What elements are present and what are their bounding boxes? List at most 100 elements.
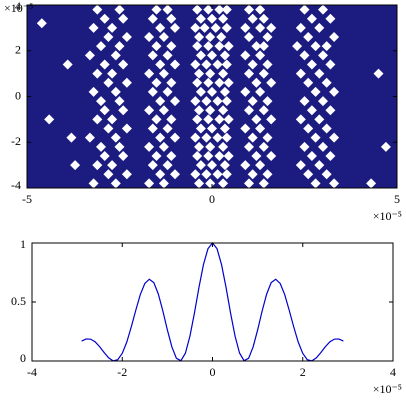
point bbox=[214, 150, 225, 161]
point bbox=[247, 96, 258, 107]
point bbox=[147, 50, 158, 61]
point bbox=[244, 105, 254, 116]
point bbox=[299, 141, 310, 152]
point bbox=[314, 68, 325, 79]
point bbox=[195, 160, 206, 171]
point bbox=[103, 32, 114, 43]
point bbox=[103, 77, 114, 88]
point bbox=[114, 4, 125, 15]
point bbox=[258, 105, 269, 116]
point bbox=[295, 114, 306, 125]
point bbox=[306, 105, 317, 116]
x-tick-label: -5 bbox=[22, 192, 32, 206]
point bbox=[321, 169, 332, 180]
point bbox=[221, 169, 232, 180]
point bbox=[170, 22, 180, 33]
point bbox=[251, 150, 262, 161]
y-tick-label: 2 bbox=[15, 43, 21, 57]
point bbox=[170, 96, 180, 107]
x-tick-label: 0 bbox=[210, 365, 216, 379]
point bbox=[162, 86, 173, 97]
point bbox=[205, 178, 216, 189]
point bbox=[192, 114, 203, 125]
point bbox=[221, 132, 232, 143]
point bbox=[329, 178, 340, 189]
point bbox=[240, 22, 251, 33]
point bbox=[258, 68, 269, 79]
point bbox=[205, 32, 216, 43]
point bbox=[151, 150, 162, 161]
point bbox=[325, 105, 336, 116]
point bbox=[258, 141, 269, 152]
point bbox=[203, 4, 214, 15]
point bbox=[258, 178, 269, 189]
point bbox=[199, 22, 210, 33]
point bbox=[96, 96, 106, 107]
x-multiplier: ×10⁻⁵ bbox=[373, 382, 402, 396]
point bbox=[147, 86, 158, 97]
point bbox=[92, 114, 103, 125]
point bbox=[251, 41, 262, 52]
point bbox=[99, 13, 110, 24]
point bbox=[295, 22, 306, 33]
point bbox=[310, 41, 321, 52]
point bbox=[262, 132, 273, 143]
point bbox=[144, 32, 155, 43]
point bbox=[266, 114, 277, 125]
point bbox=[218, 141, 229, 152]
point bbox=[244, 32, 254, 43]
point bbox=[240, 86, 251, 97]
point bbox=[321, 77, 332, 88]
point bbox=[262, 169, 273, 180]
point bbox=[88, 178, 99, 189]
point bbox=[218, 68, 229, 79]
point bbox=[92, 4, 103, 15]
point bbox=[162, 160, 173, 171]
point bbox=[295, 68, 306, 79]
point bbox=[366, 178, 377, 189]
point bbox=[190, 59, 201, 70]
point bbox=[223, 114, 234, 125]
point bbox=[255, 50, 266, 61]
point bbox=[223, 77, 234, 88]
point bbox=[244, 178, 254, 189]
point bbox=[318, 4, 328, 15]
point bbox=[318, 141, 328, 152]
point bbox=[155, 22, 166, 33]
point bbox=[244, 141, 254, 152]
point bbox=[205, 105, 216, 116]
point bbox=[195, 13, 206, 24]
point bbox=[110, 86, 121, 97]
point bbox=[314, 22, 325, 33]
point bbox=[162, 4, 173, 15]
point bbox=[147, 13, 158, 24]
point bbox=[255, 86, 266, 97]
y-multiplier: ×10⁻⁵ bbox=[4, 1, 33, 15]
point bbox=[207, 13, 217, 24]
point bbox=[194, 105, 205, 116]
point bbox=[247, 132, 258, 143]
y-tick-label: -2 bbox=[11, 134, 21, 148]
point bbox=[221, 59, 232, 70]
x-tick-label: 5 bbox=[394, 192, 400, 206]
point bbox=[303, 32, 314, 43]
point bbox=[212, 132, 223, 143]
point bbox=[303, 123, 314, 134]
point bbox=[44, 114, 55, 125]
point bbox=[303, 169, 314, 180]
point bbox=[247, 169, 258, 180]
point bbox=[306, 13, 317, 24]
point bbox=[155, 169, 166, 180]
point bbox=[329, 86, 340, 97]
point bbox=[192, 41, 203, 52]
point bbox=[219, 50, 230, 61]
point bbox=[266, 22, 277, 33]
point bbox=[223, 150, 234, 161]
point bbox=[195, 50, 206, 61]
point bbox=[244, 68, 254, 79]
point bbox=[166, 13, 177, 24]
point bbox=[221, 22, 232, 33]
point bbox=[214, 4, 225, 15]
point bbox=[244, 4, 254, 15]
y-tick-label: 1 bbox=[20, 237, 26, 251]
